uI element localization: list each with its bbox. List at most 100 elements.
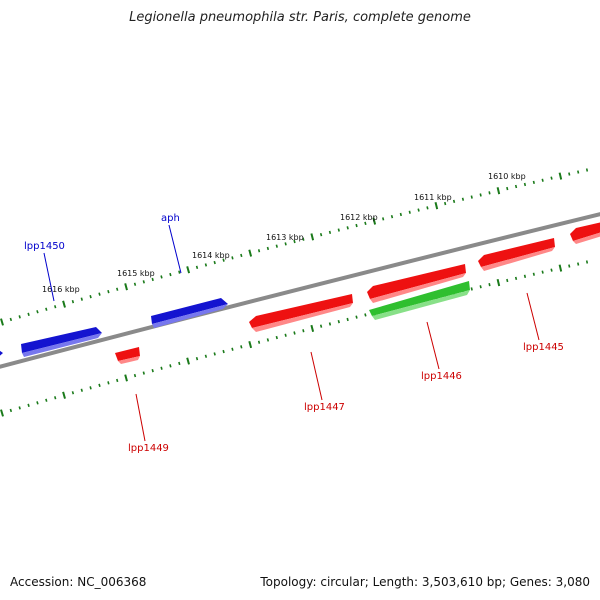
upper-tick (470, 195, 473, 199)
lower-tick-row (0, 260, 589, 417)
upper-tick (550, 176, 553, 180)
leader-aph (168, 224, 182, 274)
gene-arrow-left-edge[interactable] (0, 348, 3, 359)
gene-arrow-right-edge[interactable] (570, 222, 600, 244)
gene-label-lpp1446: lpp1446 (421, 371, 462, 382)
upper-tick (107, 289, 110, 294)
upper-tick (585, 168, 589, 172)
upper-tick (266, 246, 270, 251)
upper-tick (382, 217, 385, 221)
upper-tick (577, 170, 580, 174)
lower-tick (496, 278, 501, 287)
lower-tick (45, 398, 48, 402)
upper-tick (213, 260, 216, 265)
lower-tick (178, 361, 181, 366)
upper-tick (293, 239, 296, 244)
lower-tick (89, 386, 92, 390)
upper-tick (98, 292, 101, 296)
upper-tick (240, 253, 243, 258)
kbp-label-1613: 1613 kbp (266, 233, 304, 242)
lower-tick (257, 340, 261, 344)
lower-tick (62, 391, 66, 399)
lower-tick (240, 345, 243, 349)
leader-lpp1445 (526, 292, 540, 341)
lower-tick (160, 366, 163, 370)
gene-arrow-lpp1445[interactable] (478, 238, 555, 271)
lower-tick (346, 317, 349, 322)
kbp-label-1611: 1611 kbp (414, 193, 452, 202)
gene-arrow-lpp1446[interactable] (369, 281, 470, 320)
upper-tick (178, 270, 181, 274)
lower-tick (204, 354, 208, 358)
lower-tick (222, 349, 225, 354)
lower-tick (523, 274, 527, 278)
lower-tick (213, 352, 216, 356)
lower-tick (585, 260, 589, 264)
upper-tick (302, 237, 305, 241)
upper-tick (328, 230, 332, 234)
lower-tick (9, 408, 13, 413)
gene-arrow-aph[interactable] (151, 298, 228, 328)
upper-tick (27, 312, 30, 317)
kbp-label-1616: 1616 kbp (42, 285, 80, 294)
lower-tick (266, 338, 270, 342)
upper-tick (89, 294, 92, 299)
upper-tick (0, 318, 4, 326)
lower-tick (27, 403, 30, 408)
upper-tick (417, 208, 420, 212)
lower-tick (568, 264, 571, 268)
lower-tick (284, 333, 287, 337)
upper-tick (45, 307, 48, 311)
upper-tick (36, 310, 39, 314)
upper-tick (248, 249, 253, 257)
gene-arrow-lpp1449[interactable] (115, 347, 140, 364)
gene-arrow-lpp1448[interactable] (367, 264, 466, 303)
upper-tick (186, 266, 191, 274)
upper-tick (488, 191, 491, 195)
upper-tick (231, 256, 234, 260)
upper-tick (506, 186, 509, 191)
leader-lpp1446 (426, 321, 440, 370)
upper-tick (142, 280, 145, 284)
lower-tick (142, 371, 145, 375)
upper-tick (204, 263, 208, 267)
upper-tick (372, 217, 377, 225)
lower-tick (514, 276, 518, 280)
upper-tick-row (0, 168, 589, 326)
lower-tick (319, 324, 323, 328)
upper-tick (195, 265, 199, 270)
lower-tick (231, 347, 234, 351)
lower-tick (328, 322, 332, 326)
upper-tick (568, 172, 571, 176)
upper-tick (426, 206, 429, 210)
gene-arrow-lpp1450[interactable] (21, 327, 102, 357)
lower-tick (36, 401, 39, 405)
lower-tick (337, 319, 340, 324)
lower-tick (355, 315, 358, 319)
lower-tick (71, 391, 75, 395)
upper-tick (116, 287, 119, 291)
upper-tick (434, 202, 439, 210)
gene-label-aph: aph (161, 213, 180, 224)
upper-tick (337, 228, 340, 232)
upper-tick (364, 221, 367, 226)
gene-label-lpp1445: lpp1445 (523, 342, 564, 353)
upper-tick (54, 305, 57, 309)
lower-tick (186, 357, 190, 365)
lower-tick (124, 374, 128, 382)
lower-tick (470, 287, 473, 291)
gene-arrow-lpp1447[interactable] (249, 294, 353, 332)
upper-tick (479, 193, 482, 197)
leader-lpp1447 (310, 351, 323, 401)
upper-tick (408, 210, 411, 214)
lower-tick (98, 383, 101, 388)
lower-tick (0, 409, 4, 417)
upper-tick (461, 197, 465, 201)
upper-tick (541, 178, 544, 182)
upper-tick (496, 187, 501, 195)
lower-tick (488, 283, 491, 287)
kbp-label-1610: 1610 kbp (488, 172, 526, 181)
lower-tick (550, 268, 553, 272)
upper-tick (275, 244, 278, 248)
